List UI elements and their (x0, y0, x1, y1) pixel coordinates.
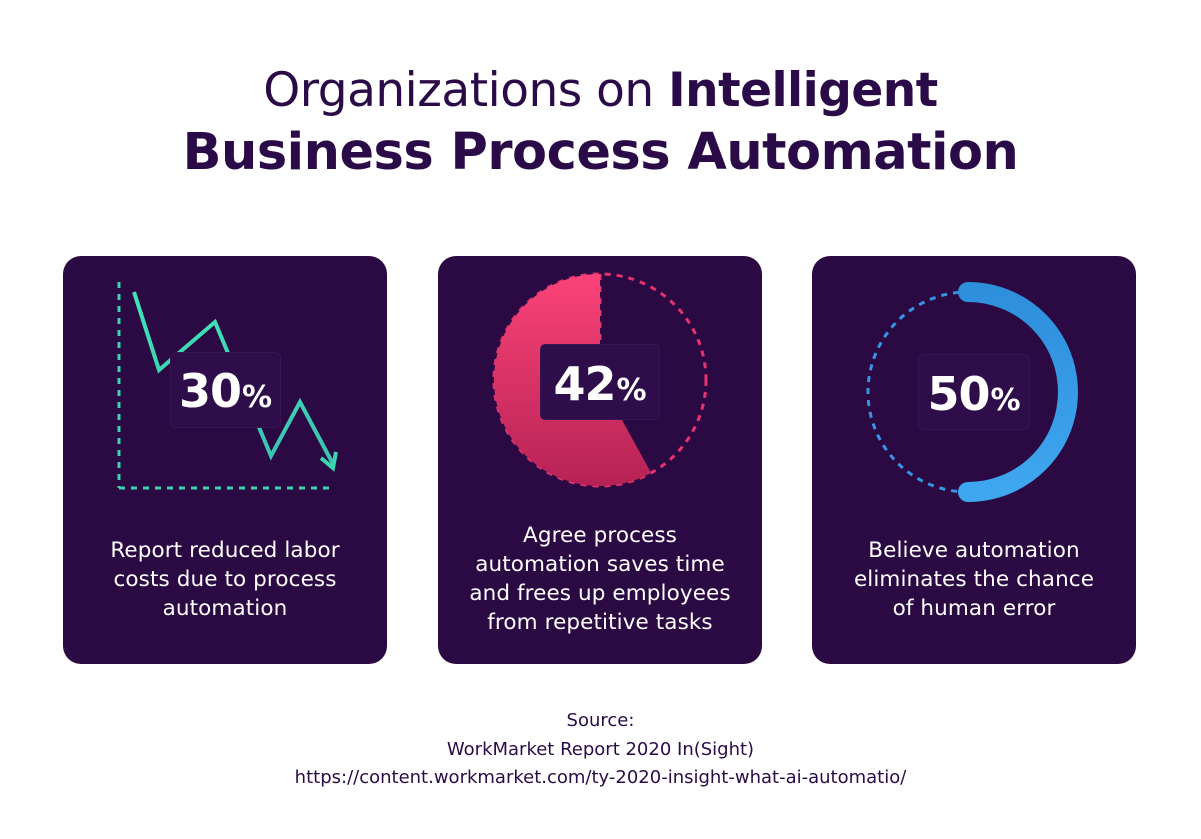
title-light-text: Organizations on (263, 63, 669, 118)
source-url: https://content.workmarket.com/ty-2020-i… (294, 767, 907, 788)
stat-card-saves-time: 42% Agree process automation saves time … (438, 256, 762, 664)
title-line-2: Business Process Automation (182, 123, 1019, 182)
pie-outline-dashed (492, 272, 708, 488)
stat-number: 30 (178, 364, 242, 418)
stat-number: 42 (553, 357, 616, 411)
title-bold-text: Intelligent (668, 63, 938, 118)
stat-value-box: 42% (540, 344, 660, 420)
source-label: Source: (566, 710, 635, 731)
stat-unit: % (616, 373, 647, 408)
stat-card-labor-costs: 30% Report reduced labor costs due to pr… (63, 256, 387, 664)
source-report: WorkMarket Report 2020 In(Sight) (446, 738, 755, 760)
stat-value-box: 30% (170, 352, 281, 428)
half-ring-gauge-icon (866, 282, 1078, 502)
trend-arrow-head (319, 451, 338, 472)
stat-number: 50 (927, 367, 990, 421)
stat-value-box: 50% (918, 354, 1030, 430)
stat-caption: Report reduced labor costs due to proces… (110, 538, 340, 621)
page-title: Organizations on Intelligent Business Pr… (0, 62, 1201, 186)
title-line-1: Organizations on Intelligent (0, 62, 1201, 120)
stat-card-human-error: 50% Believe automation eliminates the ch… (812, 256, 1136, 664)
stat-unit: % (241, 380, 273, 415)
gauge-fill-arc (958, 282, 1078, 502)
stat-unit: % (990, 383, 1021, 418)
stat-caption: Agree process automation saves time and … (469, 523, 731, 635)
source-block: Source: WorkMarket Report 2020 In(Sight)… (0, 707, 1201, 793)
stat-caption: Believe automation eliminates the chance… (853, 538, 1095, 621)
